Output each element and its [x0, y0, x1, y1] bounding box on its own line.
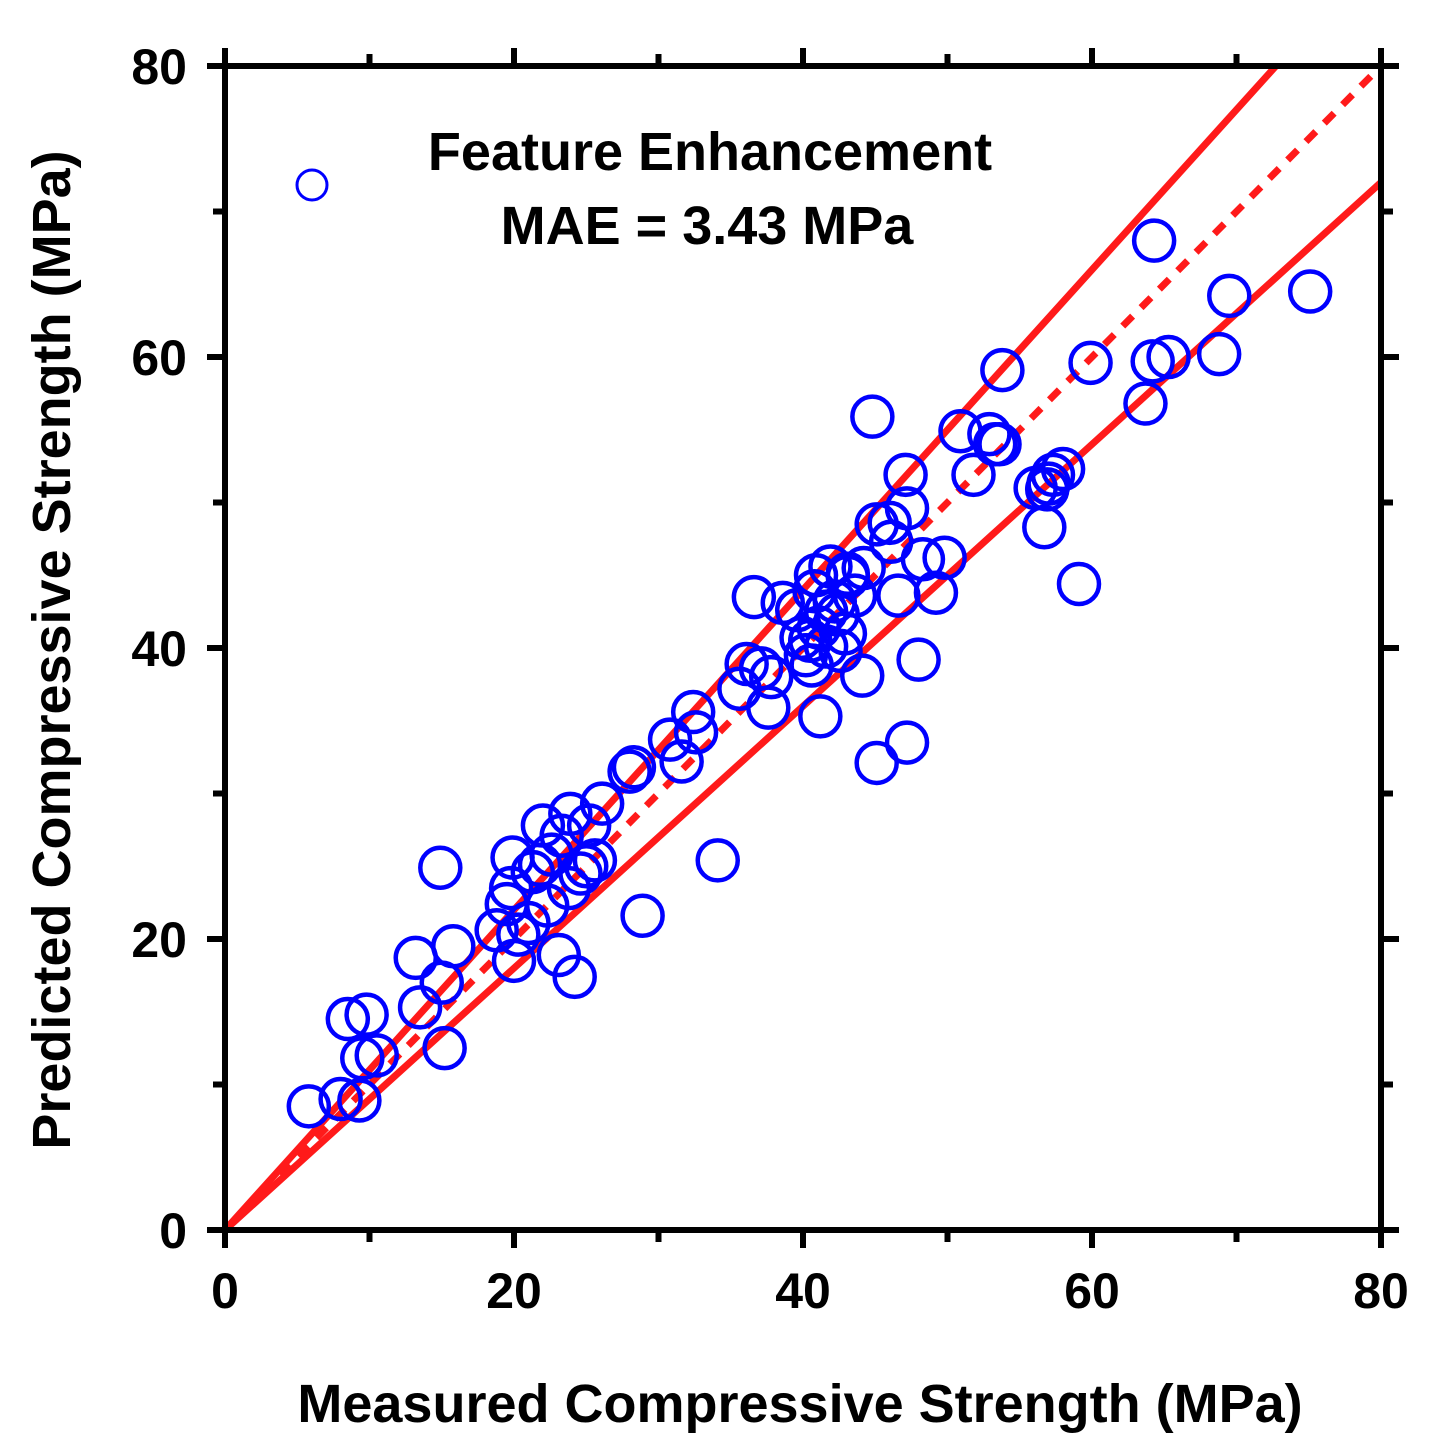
data-point — [566, 803, 612, 848]
axis-ticks — [207, 48, 1399, 1248]
data-point — [286, 1084, 332, 1129]
data-point — [318, 1076, 363, 1122]
legend-metric: MAE = 3.43 MPa — [501, 196, 915, 256]
data-point — [884, 486, 930, 531]
data-point — [1130, 339, 1175, 384]
data-point — [419, 960, 464, 1005]
data-point — [340, 1036, 385, 1081]
y-tick-label: 20 — [131, 912, 187, 968]
x-tick-label: 20 — [486, 1263, 542, 1319]
data-point — [579, 781, 625, 826]
y-tick-label: 40 — [131, 621, 187, 677]
x-axis-title: Measured Compressive Strength (MPa) — [297, 1374, 1302, 1434]
data-point — [572, 838, 618, 883]
data-point — [496, 912, 541, 957]
data-point — [552, 954, 597, 1000]
data-point — [670, 689, 716, 735]
data-point — [1131, 218, 1177, 263]
data-point — [337, 1078, 382, 1123]
data-point — [798, 694, 843, 739]
legend-series-name: Feature Enhancement — [428, 122, 992, 182]
data-point — [673, 710, 719, 755]
data-point — [884, 720, 930, 765]
data-point — [980, 347, 1025, 393]
data-point — [1068, 340, 1113, 386]
y-tick-label: 80 — [131, 39, 187, 95]
tick-labels: 0 20 40 60 80 0 20 40 60 80 — [131, 39, 1408, 1319]
data-point — [783, 633, 829, 678]
data-point — [967, 411, 1012, 457]
data-point — [951, 452, 996, 498]
data-point — [695, 838, 740, 883]
data-points — [286, 218, 1333, 1129]
data-point — [1207, 273, 1252, 319]
data-point — [344, 992, 389, 1037]
reference-line-upper-bound — [222, 63, 1279, 1233]
data-point — [850, 394, 895, 439]
data-point — [922, 535, 967, 581]
data-point — [841, 545, 886, 591]
x-tick-label: 0 — [211, 1263, 239, 1319]
data-point — [883, 452, 928, 498]
data-point — [854, 740, 899, 786]
data-point — [1030, 452, 1076, 498]
x-tick-label: 60 — [1064, 1263, 1120, 1319]
data-point — [832, 573, 878, 618]
data-point — [422, 1025, 467, 1071]
y-axis-title: Predicted Compressive Strength (MPa) — [22, 150, 82, 1149]
data-point — [731, 574, 777, 620]
data-point — [913, 570, 959, 615]
data-point — [607, 749, 652, 794]
data-point — [1040, 446, 1086, 492]
data-point — [393, 935, 438, 981]
reference-line-1-1-line — [222, 63, 1384, 1233]
data-point — [611, 745, 657, 790]
data-point — [520, 803, 566, 848]
legend: Feature Enhancement MAE = 3.43 MPa — [295, 122, 992, 256]
data-point — [876, 573, 921, 618]
data-point — [659, 739, 704, 784]
x-tick-label: 80 — [1353, 1263, 1409, 1319]
data-point — [839, 653, 885, 698]
data-point — [620, 893, 665, 938]
data-point — [1146, 334, 1191, 380]
y-tick-label: 60 — [131, 330, 187, 386]
x-tick-label: 40 — [775, 1263, 831, 1319]
data-point — [1123, 381, 1168, 426]
data-point — [647, 717, 693, 762]
data-point — [1287, 269, 1333, 314]
data-point — [397, 985, 443, 1030]
data-point — [431, 924, 476, 969]
y-tick-label: 0 — [159, 1203, 187, 1259]
data-point — [418, 845, 463, 890]
data-point — [558, 851, 603, 896]
data-point — [748, 654, 794, 700]
legend-marker — [295, 168, 329, 202]
data-point — [1196, 331, 1242, 377]
data-point — [354, 1033, 399, 1078]
data-point — [325, 996, 371, 1042]
data-point — [491, 938, 537, 984]
data-point — [896, 637, 941, 682]
data-point — [746, 685, 791, 730]
data-point — [1022, 504, 1067, 550]
data-point — [1056, 561, 1102, 607]
data-point — [977, 422, 1022, 467]
